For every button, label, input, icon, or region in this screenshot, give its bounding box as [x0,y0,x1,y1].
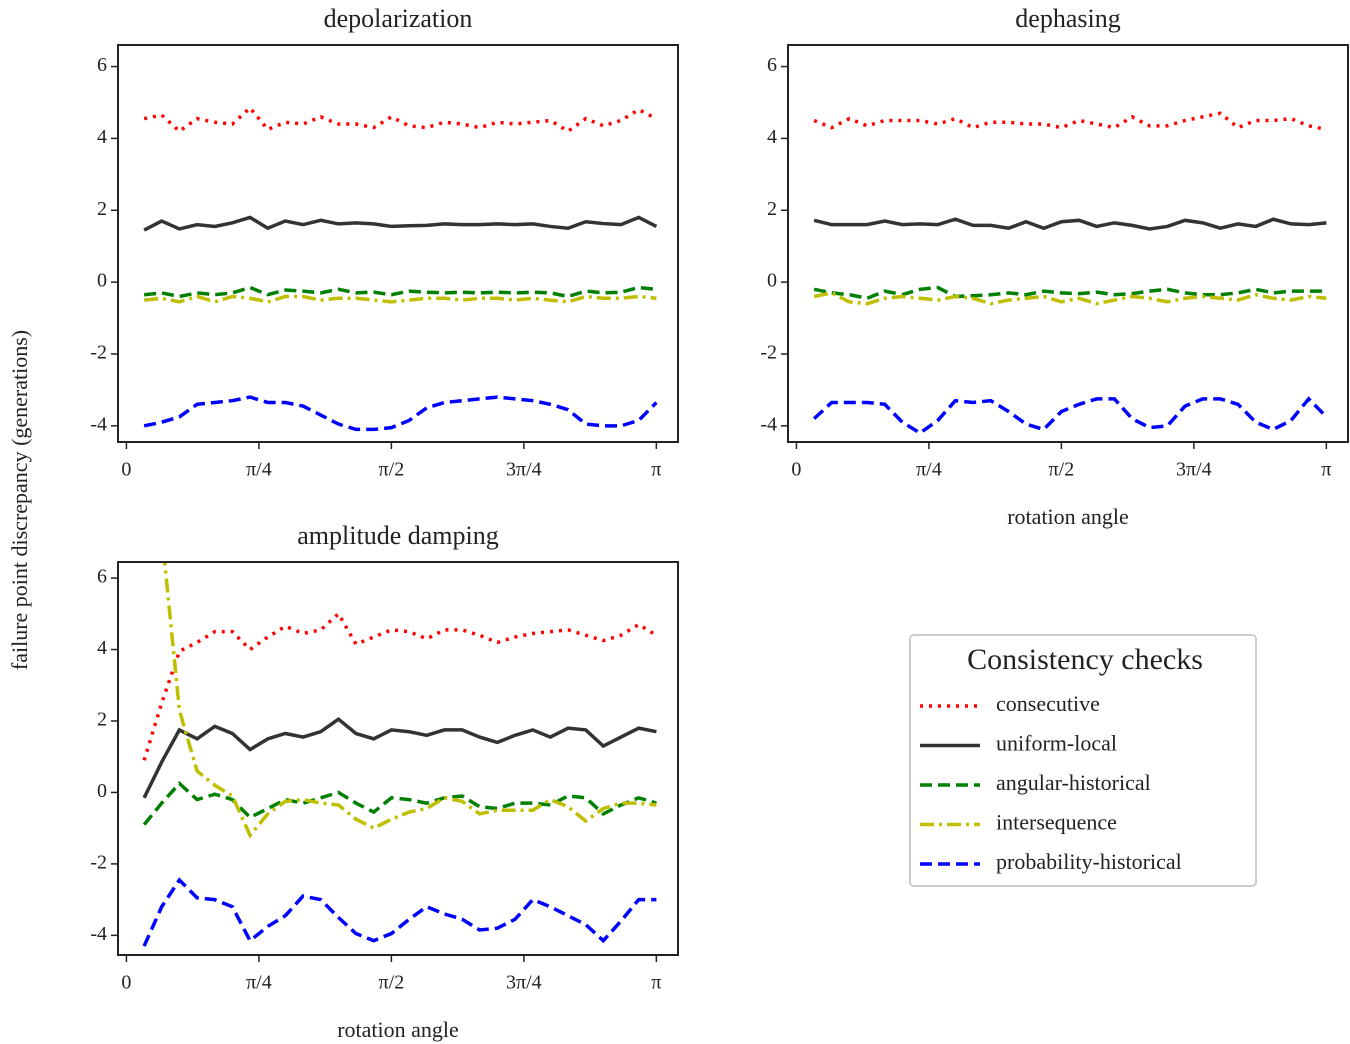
legend-label: uniform-local [996,731,1117,756]
y-tick-label: 2 [767,198,777,220]
legend-box [909,634,1257,887]
x-axis-label: rotation angle [1007,504,1129,529]
y-tick-label: -4 [90,923,107,945]
axes-frame [117,44,679,443]
plot-area [142,562,658,947]
x-tick-label: 3π/4 [506,972,542,994]
series-line [813,291,1327,306]
x-tick-label: 0 [121,459,131,481]
series-line [813,285,1327,301]
y-tick-label: -4 [760,413,777,435]
y-tick-label: 4 [767,126,777,148]
x-tick-label: 0 [121,972,131,994]
series-line [143,395,658,432]
series-line [143,105,658,134]
x-tick-label: 3π/4 [506,459,542,481]
x-tick-label: π [651,972,661,994]
series-line [813,111,1327,132]
series-line [142,611,658,761]
y-tick-label: 0 [767,270,777,292]
series-line [812,396,1328,436]
plot-area [143,105,658,432]
y-tick-label: -4 [90,413,107,435]
x-tick-label: π [651,459,661,481]
x-tick-label: π [1321,459,1331,481]
axes-frame [787,44,1349,443]
x-tick-label: π/2 [379,459,405,481]
legend-label: intersequence [996,810,1117,835]
series-line [143,294,657,304]
series-line [813,217,1327,231]
y-tick-label: 2 [97,198,107,220]
legend-label: consecutive [996,691,1100,716]
series-line [143,285,657,299]
y-tick-label: 0 [97,270,107,292]
y-tick-label: -2 [760,342,777,364]
x-tick-label: π/4 [916,459,942,481]
y-tick-label: 0 [97,780,107,802]
series-line [142,877,657,947]
x-axis-label: rotation angle [337,1017,459,1042]
chart-title: amplitude damping [297,521,498,550]
x-tick-label: π/4 [246,459,272,481]
legend-label: probability-historical [996,849,1182,874]
series-line [142,717,657,799]
legend-title: Consistency checks [967,643,1203,676]
y-tick-label: 6 [97,566,107,588]
x-tick-label: 0 [791,459,801,481]
chart-title: dephasing [1015,4,1120,33]
y-tick-label: 6 [767,54,777,76]
y-tick-label: 4 [97,126,107,148]
x-tick-label: π/4 [246,972,272,994]
x-tick-label: π/2 [1049,459,1075,481]
chart-title: depolarization [324,4,473,33]
series-line [162,562,657,839]
series-line [142,781,657,826]
x-tick-label: 3π/4 [1176,459,1212,481]
y-tick-label: 4 [97,637,107,659]
y-axis-label: failure point discrepancy (generations) [7,330,32,670]
legend-label: angular-historical [996,770,1151,795]
y-tick-label: -2 [90,342,107,364]
y-tick-label: -2 [90,851,107,873]
series-line [143,215,658,232]
x-tick-label: π/2 [379,972,405,994]
y-tick-label: 2 [97,709,107,731]
axes-frame [117,561,679,956]
plot-area [812,111,1328,436]
y-tick-label: 6 [97,54,107,76]
